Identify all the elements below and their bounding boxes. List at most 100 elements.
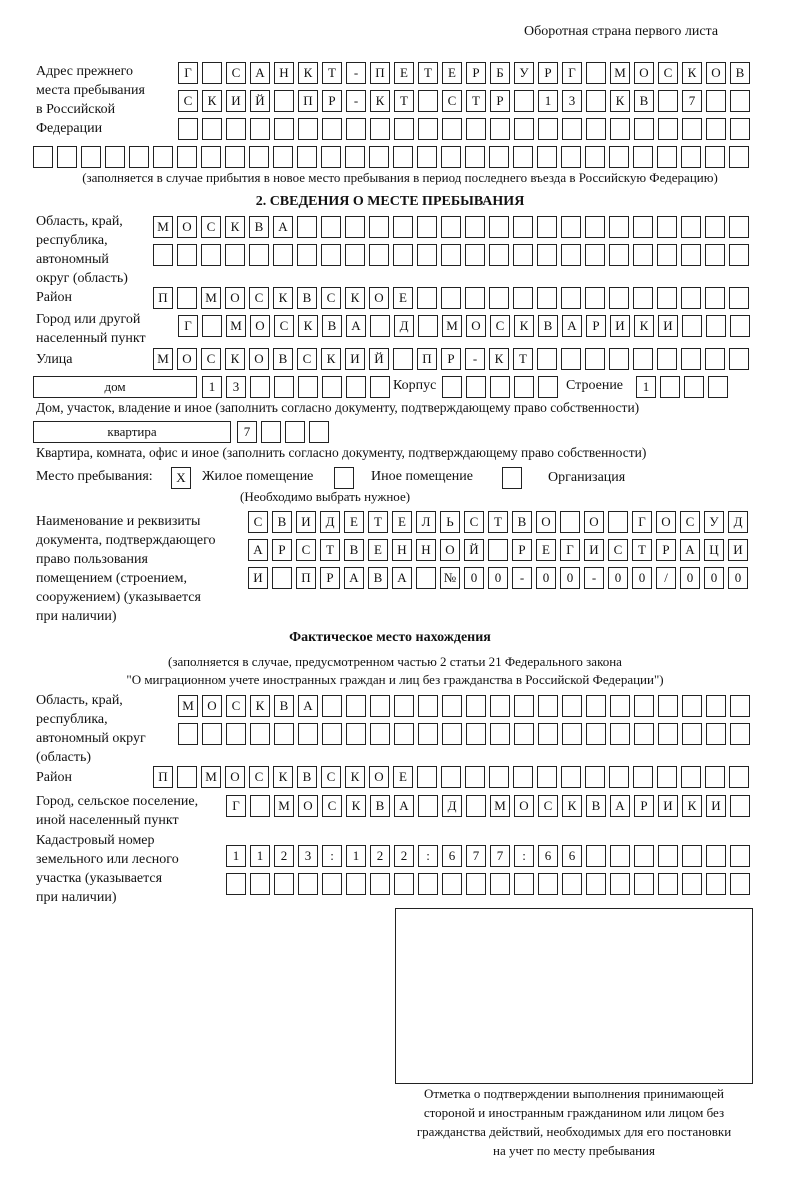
char-cell[interactable] (729, 287, 749, 309)
char-cell[interactable] (297, 146, 317, 168)
char-cell[interactable] (442, 723, 462, 745)
char-cell[interactable] (586, 90, 606, 112)
char-cell[interactable]: Г (226, 795, 246, 817)
char-cell[interactable]: 6 (442, 845, 462, 867)
char-cell[interactable] (610, 118, 630, 140)
char-cell[interactable]: О (249, 348, 269, 370)
char-cell[interactable]: В (368, 567, 388, 589)
char-cell[interactable] (562, 723, 582, 745)
char-cell[interactable] (682, 723, 702, 745)
char-cell[interactable]: О (225, 287, 245, 309)
char-cell[interactable] (729, 216, 749, 238)
char-cell[interactable] (586, 723, 606, 745)
char-cell[interactable]: В (297, 287, 317, 309)
char-cell[interactable] (537, 146, 557, 168)
char-cell[interactable] (418, 723, 438, 745)
char-cell[interactable]: И (658, 795, 678, 817)
char-cell[interactable]: С (274, 315, 294, 337)
char-cell[interactable]: О (369, 287, 389, 309)
char-cell[interactable] (729, 348, 749, 370)
char-cell[interactable] (708, 376, 728, 398)
char-cell[interactable] (657, 146, 677, 168)
char-cell[interactable] (681, 348, 701, 370)
char-cell[interactable]: 1 (250, 845, 270, 867)
char-cell[interactable] (514, 118, 534, 140)
char-cell[interactable]: Й (250, 90, 270, 112)
char-cell[interactable] (129, 146, 149, 168)
char-cell[interactable] (633, 287, 653, 309)
char-cell[interactable] (466, 695, 486, 717)
char-cell[interactable]: Р (441, 348, 461, 370)
char-cell[interactable]: С (297, 348, 317, 370)
char-cell[interactable] (250, 376, 270, 398)
char-cell[interactable] (538, 118, 558, 140)
char-cell[interactable]: Ц (704, 539, 724, 561)
char-cell[interactable]: К (634, 315, 654, 337)
char-cell[interactable] (274, 376, 294, 398)
char-cell[interactable]: О (177, 348, 197, 370)
char-cell[interactable] (202, 723, 222, 745)
char-cell[interactable] (442, 695, 462, 717)
char-cell[interactable]: В (249, 216, 269, 238)
char-cell[interactable] (346, 873, 366, 895)
char-cell[interactable]: А (562, 315, 582, 337)
char-cell[interactable] (417, 216, 437, 238)
char-cell[interactable] (250, 873, 270, 895)
char-cell[interactable] (585, 287, 605, 309)
char-cell[interactable]: К (273, 766, 293, 788)
char-cell[interactable] (537, 287, 557, 309)
char-cell[interactable] (513, 216, 533, 238)
char-cell[interactable] (490, 695, 510, 717)
char-cell[interactable] (586, 695, 606, 717)
char-cell[interactable]: К (610, 90, 630, 112)
char-cell[interactable]: Д (394, 315, 414, 337)
char-cell[interactable]: Е (536, 539, 556, 561)
char-cell[interactable]: - (512, 567, 532, 589)
char-cell[interactable] (105, 146, 125, 168)
char-cell[interactable] (514, 695, 534, 717)
char-cell[interactable] (513, 244, 533, 266)
char-cell[interactable] (706, 315, 726, 337)
char-cell[interactable]: Т (368, 511, 388, 533)
char-cell[interactable] (514, 723, 534, 745)
char-cell[interactable]: А (250, 62, 270, 84)
char-cell[interactable] (730, 90, 750, 112)
char-cell[interactable] (273, 146, 293, 168)
char-cell[interactable] (225, 244, 245, 266)
char-cell[interactable] (610, 695, 630, 717)
char-cell[interactable] (298, 723, 318, 745)
char-cell[interactable]: Е (394, 62, 414, 84)
char-cell[interactable]: № (440, 567, 460, 589)
char-cell[interactable] (261, 421, 281, 443)
char-cell[interactable] (561, 146, 581, 168)
char-cell[interactable] (658, 723, 678, 745)
char-cell[interactable]: С (321, 766, 341, 788)
char-cell[interactable]: Д (320, 511, 340, 533)
char-cell[interactable]: К (345, 287, 365, 309)
char-cell[interactable]: И (584, 539, 604, 561)
char-cell[interactable] (177, 766, 197, 788)
char-cell[interactable]: А (346, 315, 366, 337)
char-cell[interactable]: 1 (346, 845, 366, 867)
char-cell[interactable] (633, 348, 653, 370)
char-cell[interactable] (634, 723, 654, 745)
char-cell[interactable] (274, 118, 294, 140)
char-cell[interactable] (488, 539, 508, 561)
char-cell[interactable]: 1 (538, 90, 558, 112)
char-cell[interactable]: С (226, 695, 246, 717)
char-cell[interactable]: 2 (274, 845, 294, 867)
char-cell[interactable] (490, 723, 510, 745)
char-cell[interactable] (226, 118, 246, 140)
char-cell[interactable]: В (538, 315, 558, 337)
char-cell[interactable] (250, 795, 270, 817)
char-cell[interactable] (513, 766, 533, 788)
char-cell[interactable]: О (177, 216, 197, 238)
char-cell[interactable] (345, 244, 365, 266)
char-cell[interactable] (682, 845, 702, 867)
char-cell[interactable]: Г (178, 315, 198, 337)
char-cell[interactable] (537, 216, 557, 238)
char-cell[interactable] (658, 873, 678, 895)
char-cell[interactable] (538, 873, 558, 895)
char-cell[interactable]: С (608, 539, 628, 561)
char-cell[interactable] (250, 723, 270, 745)
